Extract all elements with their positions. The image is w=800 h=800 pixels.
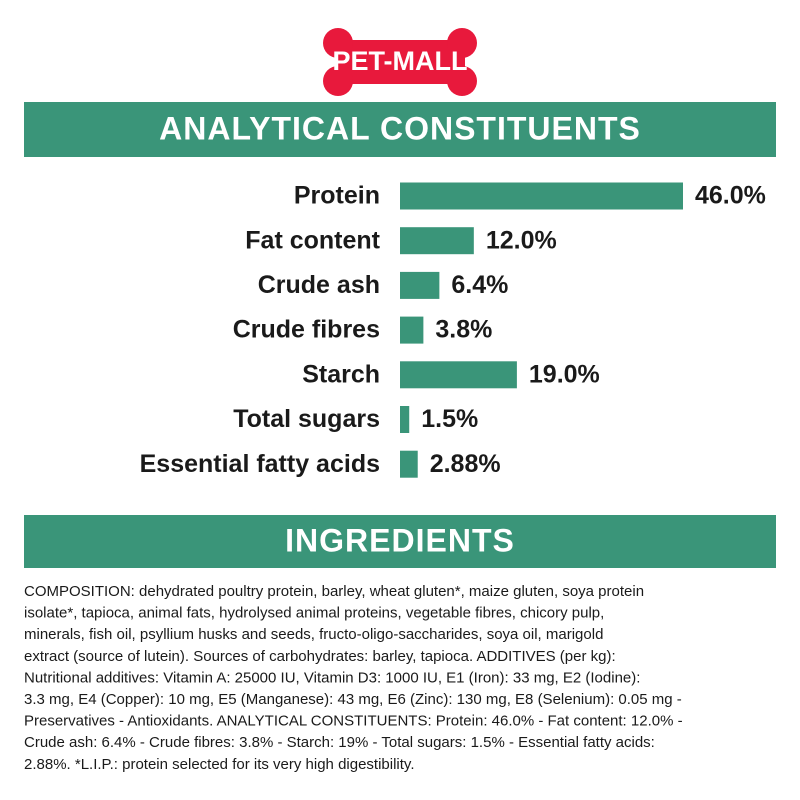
ingredients-line: 3.3 mg, E4 (Copper): 10 mg, E5 (Manganes… (24, 691, 682, 708)
logo: PET-MALL (323, 28, 477, 96)
value-label: 1.5% (421, 405, 478, 433)
ingredients-line: minerals, fish oil, psyllium husks and s… (24, 626, 603, 643)
bar (400, 450, 418, 478)
row-label: Starch (302, 360, 380, 388)
section-title: INGREDIENTS (285, 522, 515, 558)
ingredients-line: extract (source of lutein). Sources of c… (24, 648, 616, 665)
ingredients-line: 2.88%. *L.I.P.: protein selected for its… (24, 756, 414, 773)
bar (400, 406, 410, 433)
bar (400, 227, 474, 255)
row-label: Crude ash (258, 271, 380, 299)
banner (24, 102, 776, 157)
bar (400, 182, 683, 210)
ingredients-line: COMPOSITION: dehydrated poultry protein,… (24, 583, 644, 600)
bar (400, 316, 424, 344)
bar (400, 361, 517, 389)
row-label: Essential fatty acids (140, 450, 380, 478)
value-label: 19.0% (529, 360, 600, 388)
value-label: 2.88% (430, 450, 501, 478)
row-label: Total sugars (233, 405, 380, 433)
logo-text: PET-MALL (333, 46, 468, 76)
value-label: 46.0% (695, 182, 766, 210)
bar (400, 271, 440, 299)
row-label: Protein (294, 182, 380, 210)
chart-title: ANALYTICAL CONSTITUENTS (159, 110, 641, 146)
ingredients-line: Nutritional additives: Vitamin A: 25000 … (24, 669, 640, 686)
row-label: Fat content (245, 226, 380, 254)
value-label: 6.4% (451, 271, 508, 299)
ingredients-line: Crude ash: 6.4% - Crude fibres: 3.8% - S… (24, 734, 655, 751)
row-label: Crude fibres (233, 316, 380, 344)
ingredients-line: isolate*, tapioca, animal fats, hydrolys… (24, 605, 604, 622)
banner (24, 515, 776, 568)
value-label: 3.8% (435, 316, 492, 344)
value-label: 12.0% (486, 226, 557, 254)
ingredients-line: Preservatives - Antioxidants. ANALYTICAL… (24, 713, 683, 730)
